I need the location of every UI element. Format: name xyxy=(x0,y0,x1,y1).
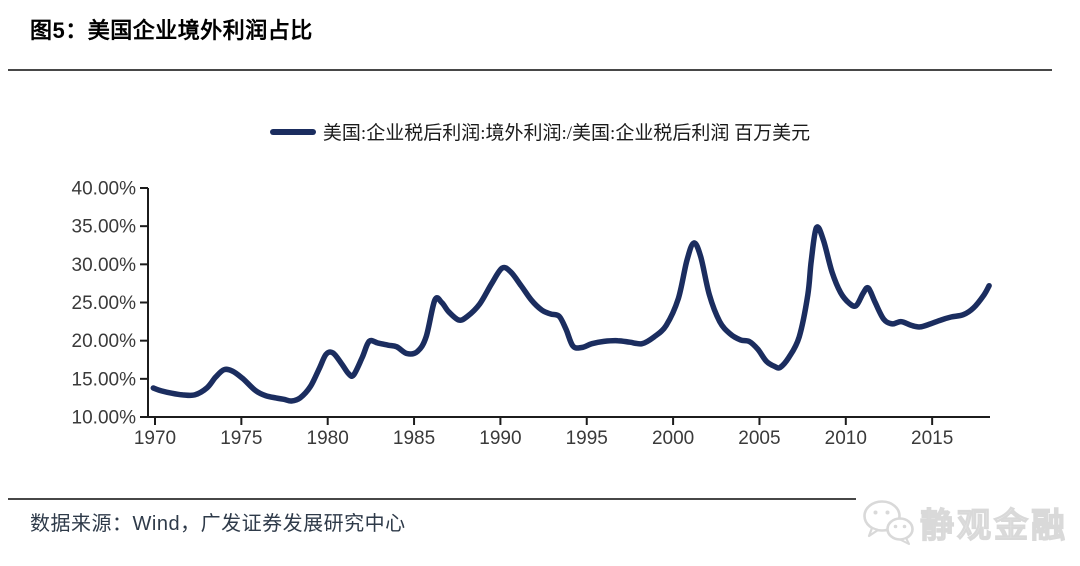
x-tick-label: 1980 xyxy=(307,428,349,449)
x-tick-label: 2000 xyxy=(652,428,694,449)
y-tick-label: 35.00% xyxy=(72,217,137,238)
watermark-text: 静观金融 xyxy=(919,506,1068,545)
x-tick-label: 1990 xyxy=(479,428,521,449)
y-tick-label: 40.00% xyxy=(72,179,137,200)
x-tick-label: 2010 xyxy=(825,428,867,449)
data-source: 数据来源：Wind，广发证券发展研究中心 xyxy=(30,513,406,535)
data-series-line xyxy=(150,224,992,404)
top-separator xyxy=(8,69,1052,71)
y-tick-label: 30.00% xyxy=(72,255,137,276)
x-tick-label: 1985 xyxy=(393,428,435,449)
footer-separator xyxy=(8,498,1052,500)
x-tick-label: 2005 xyxy=(738,428,780,449)
x-tick-label: 2015 xyxy=(911,428,953,449)
axes xyxy=(147,188,990,418)
x-tick-label: 1970 xyxy=(134,428,176,449)
y-tick-label: 10.00% xyxy=(72,408,137,429)
y-tick-label: 15.00% xyxy=(72,369,137,390)
x-tick-label: 1995 xyxy=(566,428,608,449)
wechat-icon xyxy=(863,500,914,545)
watermark: 静观金融 xyxy=(856,494,1068,550)
figure-title: 图5：美国企业境外利润占比 xyxy=(30,18,313,43)
y-tick-label: 20.00% xyxy=(72,331,137,352)
x-tick-label: 1975 xyxy=(220,428,262,449)
y-tick-label: 25.00% xyxy=(72,293,137,314)
